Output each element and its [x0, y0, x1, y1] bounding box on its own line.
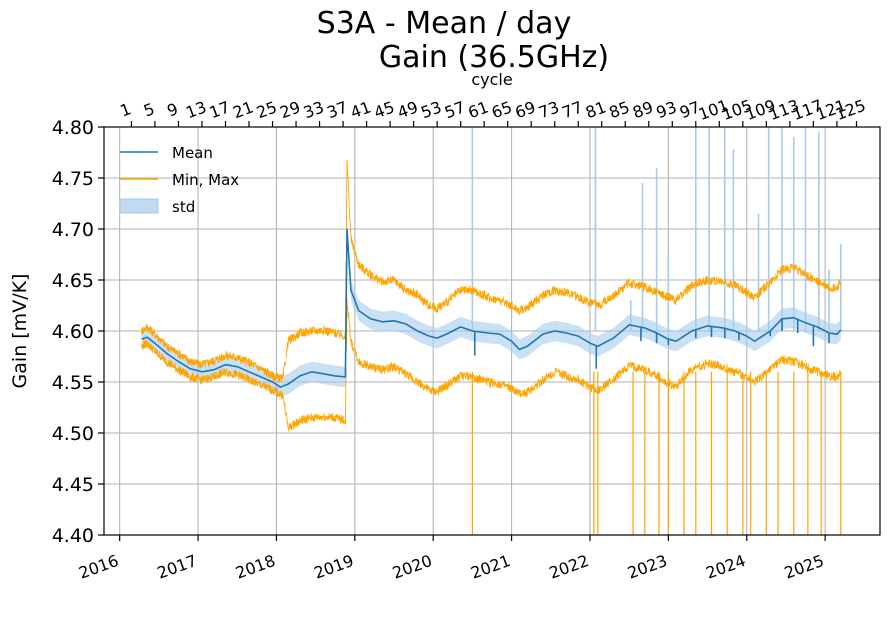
legend-label: Mean	[172, 144, 213, 162]
top-tick-label: 45	[371, 97, 397, 122]
top-tick-label: 37	[324, 97, 350, 122]
top-tick-label: 29	[277, 97, 303, 122]
top-tick-label: 81	[583, 97, 609, 122]
x-tick-label: 2022	[547, 551, 592, 583]
top-tick-label: 13	[183, 97, 209, 122]
top-tick-label: 33	[301, 97, 327, 122]
y-axis-title: Gain [mV/K]	[9, 274, 31, 389]
series-max-line	[141, 159, 842, 383]
top-tick-label: 73	[536, 97, 562, 122]
y-tick-label: 4.75	[52, 168, 94, 190]
y-tick-label: 4.50	[52, 423, 94, 445]
y-tick-label: 4.45	[52, 474, 94, 496]
y-tick-label: 4.70	[52, 219, 94, 241]
series-lines	[141, 159, 842, 432]
x-tick-label: 2021	[468, 551, 513, 583]
top-tick-label: 85	[607, 97, 633, 122]
legend-label: std	[172, 198, 195, 216]
chart-title-line-2: Gain (36.5GHz)	[378, 40, 610, 75]
legend: Mean Min, Max std	[119, 144, 239, 216]
y-tick-label: 4.60	[52, 321, 94, 343]
top-tick-label: 93	[654, 97, 680, 122]
std-band-area	[346, 218, 841, 360]
top-tick-label: 65	[489, 97, 515, 122]
chart-title-line-1: S3A - Mean / day	[316, 6, 572, 41]
top-tick-label: 17	[207, 97, 233, 122]
axes	[98, 121, 881, 541]
top-tick-label: 9	[165, 99, 181, 120]
top-tick-label: 25	[254, 97, 280, 122]
top-tick-label: 69	[512, 97, 538, 122]
top-tick-label: 5	[141, 99, 157, 120]
series-min-line	[141, 297, 842, 432]
y-tick-label: 4.55	[52, 372, 94, 394]
top-tick-label: 1	[118, 99, 134, 120]
x-tick-label: 2017	[155, 551, 200, 583]
series-mean-line	[141, 228, 842, 388]
x-tick-label: 2016	[76, 551, 121, 583]
y-tick-label: 4.80	[52, 117, 94, 139]
y-tick-label: 4.65	[52, 270, 94, 292]
top-tick-label: 21	[230, 97, 256, 122]
top-tick-label: 77	[560, 97, 586, 122]
top-tick-label: 61	[465, 97, 491, 122]
x-tick-label: 2018	[233, 551, 278, 583]
x-tick-label: 2023	[625, 551, 670, 583]
top-tick-label: 89	[630, 97, 656, 122]
legend-std-swatch	[119, 198, 159, 214]
x-tick-label: 2025	[782, 551, 827, 583]
spike-lines	[471, 127, 842, 535]
legend-label: Min, Max	[172, 171, 239, 189]
top-axis-title: cycle	[471, 70, 512, 89]
top-tick-label: 49	[395, 97, 421, 122]
x-tick-label: 2019	[311, 551, 356, 583]
x-tick-label: 2024	[703, 551, 748, 583]
top-tick-label: 57	[442, 97, 468, 122]
top-tick-label: 41	[348, 97, 374, 122]
y-tick-label: 4.40	[52, 525, 94, 547]
top-tick-label: 53	[418, 97, 444, 122]
x-tick-label: 2020	[390, 551, 435, 583]
